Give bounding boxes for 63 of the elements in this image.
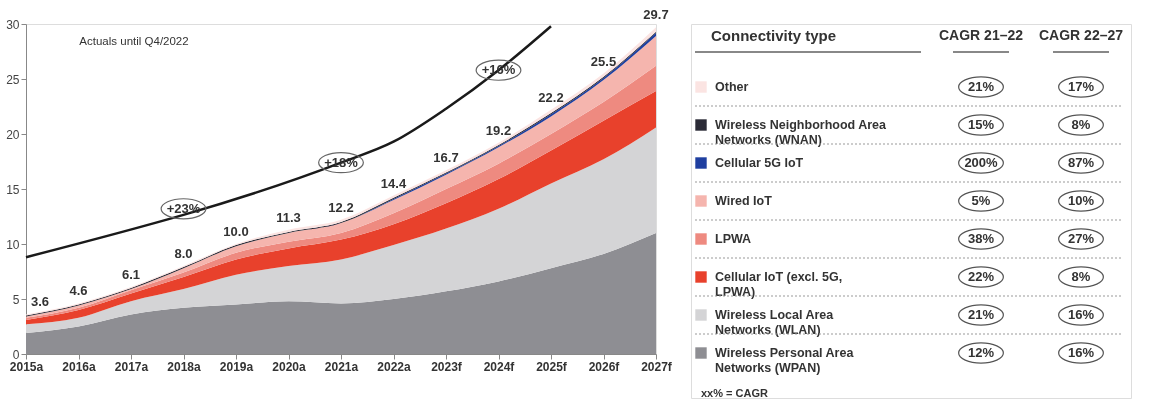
text: CAGR 21–22	[938, 27, 1024, 43]
text: 21%	[967, 79, 995, 94]
total-label: 10.0	[223, 224, 249, 239]
text: 16%	[1067, 345, 1095, 360]
x-tick-label: 2019a	[219, 359, 254, 374]
text: CAGR 22–27	[1038, 27, 1124, 43]
total-label: 25.5	[590, 53, 617, 69]
x-tick-label: 2022a	[377, 359, 412, 374]
text: 12%	[967, 345, 995, 360]
y-tick-label: 15	[6, 182, 20, 197]
legend-label: Cellular 5G IoT	[715, 156, 804, 170]
total-label: 8.0	[174, 246, 193, 261]
legend-label: Wireless Personal Area Networks (WPAN)	[715, 346, 855, 375]
x-tick-label: 2027f	[641, 359, 673, 374]
total-label: 6.1	[121, 266, 141, 282]
x-tick-label: 2023f	[431, 359, 463, 374]
x-tick-label: 2026f	[588, 359, 621, 374]
x-tick-label: 2018a	[167, 359, 202, 374]
text: 10%	[1067, 193, 1095, 208]
text: 15%	[967, 117, 995, 132]
legend-label: Cellular IoT (excl. 5G, LPWA)	[715, 270, 843, 299]
text: xx% = CAGR	[701, 387, 768, 399]
x-tick-label: 2025f	[536, 359, 568, 374]
text: 200%	[964, 155, 999, 170]
y-tick-label: 10	[6, 237, 20, 252]
text: 27%	[1067, 231, 1095, 246]
legend-label: Wireless Neighborhood Area Networks (WNAN)	[715, 118, 888, 147]
y-tick-label: 25	[6, 72, 20, 87]
x-tick-label: 2021a	[324, 359, 359, 374]
legend-label: Wired IoT	[715, 194, 773, 208]
total-label: 11.3	[276, 209, 301, 225]
legend-title: Connectivity type	[711, 27, 837, 44]
x-tick-label: 2024f	[483, 359, 516, 374]
total-label: 4.6	[69, 283, 88, 299]
legend-label: Other	[715, 80, 749, 94]
text: 21%	[967, 307, 995, 322]
x-tick-label: 2016a	[62, 359, 97, 374]
total-label: 29.7	[643, 7, 669, 23]
total-label: 16.7	[433, 150, 459, 166]
y-tick-label: 20	[6, 127, 20, 142]
text: 38%	[967, 231, 995, 246]
text: 5%	[971, 193, 991, 208]
x-tick-label: 2020a	[272, 359, 307, 374]
total-label: 14.4	[380, 175, 407, 191]
text: 22%	[967, 269, 995, 284]
text: 17%	[1067, 79, 1095, 94]
text: 87%	[1067, 155, 1095, 170]
total-label: 3.6	[30, 294, 50, 310]
x-tick-label: 2015a	[9, 359, 44, 374]
x-tick-label: 2017a	[114, 359, 149, 374]
text: 8%	[1071, 269, 1091, 284]
text: 8%	[1071, 117, 1091, 132]
y-tick-label: 30	[6, 17, 20, 32]
y-tick-label: 0	[12, 347, 20, 362]
annotation: +23%	[166, 200, 201, 216]
text: 16%	[1067, 307, 1095, 322]
total-label: 19.2	[485, 122, 512, 138]
total-label: 12.2	[328, 199, 354, 215]
annotation: Actuals until Q4/2022	[79, 35, 189, 47]
legend-label: Wireless Local Area Networks (WLAN)	[715, 308, 835, 337]
legend-label: LPWA	[715, 232, 752, 246]
total-label: 22.2	[538, 89, 564, 105]
y-tick-label: 5	[12, 292, 20, 307]
